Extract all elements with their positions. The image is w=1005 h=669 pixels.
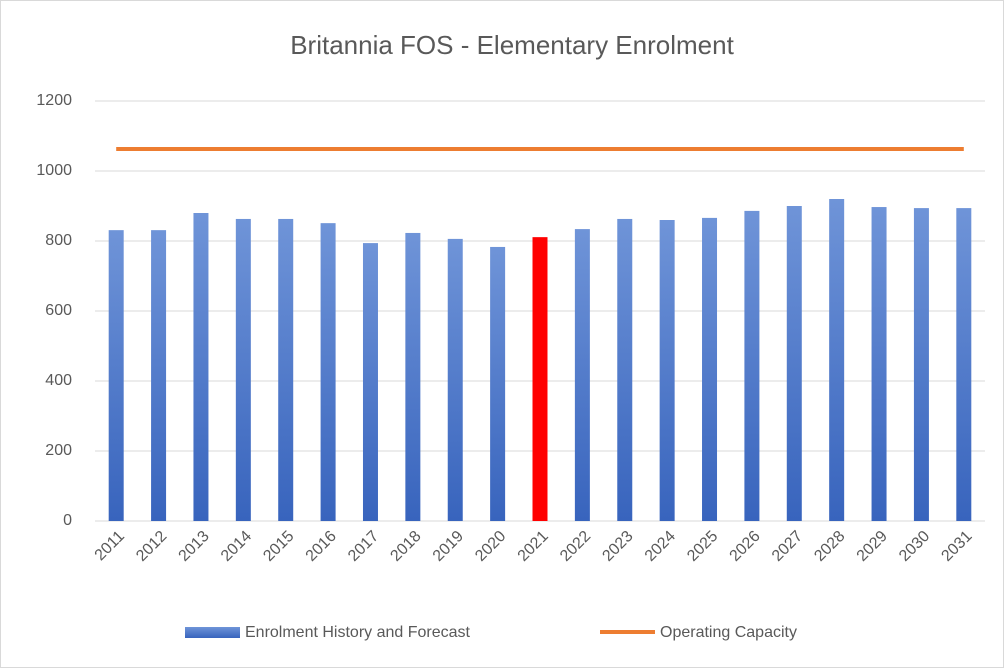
y-tick-label: 0 <box>63 512 72 529</box>
bar <box>405 232 421 521</box>
bar <box>362 243 378 521</box>
bar <box>278 218 294 521</box>
chart-title: Britannia FOS - Elementary Enrolment <box>290 30 734 60</box>
bar <box>320 223 336 521</box>
bar <box>744 210 760 521</box>
y-tick-label: 800 <box>45 232 72 249</box>
y-tick-label: 600 <box>45 302 72 319</box>
bar <box>702 217 718 521</box>
legend-label: Operating Capacity <box>660 624 797 641</box>
bar <box>786 206 802 521</box>
bar <box>235 218 251 521</box>
bar <box>193 213 209 521</box>
bar <box>490 246 506 521</box>
y-tick-label: 1000 <box>36 162 72 179</box>
bar <box>108 230 124 521</box>
bar <box>871 207 887 522</box>
bar <box>659 220 675 521</box>
bar <box>447 238 463 521</box>
bar <box>913 208 929 521</box>
bar <box>956 208 972 521</box>
bar <box>574 229 590 521</box>
y-tick-label: 400 <box>45 372 72 389</box>
legend-swatch <box>185 627 240 638</box>
y-tick-label: 1200 <box>36 92 72 109</box>
legend-label: Enrolment History and Forecast <box>245 624 471 641</box>
bar <box>151 230 167 521</box>
bar <box>829 199 845 521</box>
bar <box>532 237 548 521</box>
y-tick-label: 200 <box>45 442 72 459</box>
bar <box>617 218 633 521</box>
